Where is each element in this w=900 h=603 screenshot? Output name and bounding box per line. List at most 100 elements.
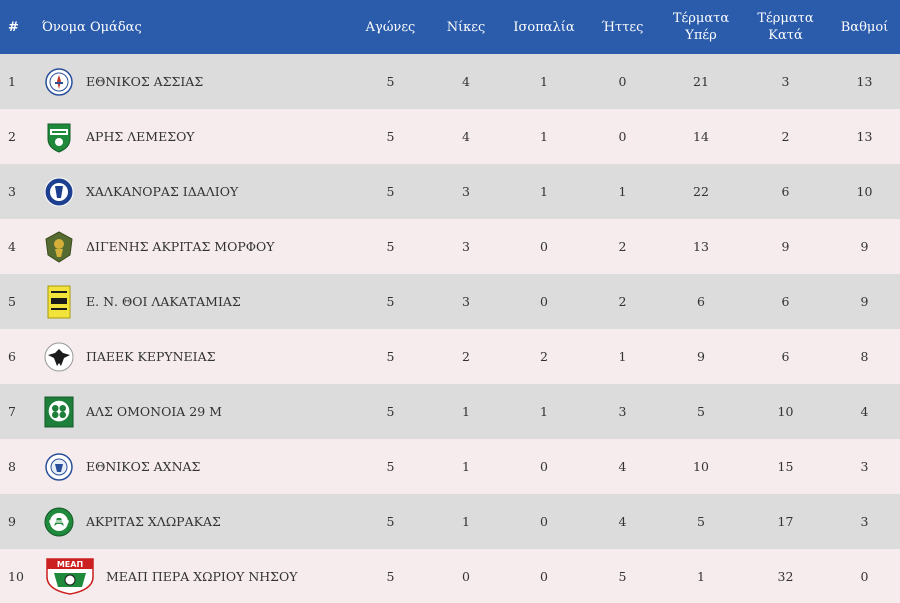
team-name: ΠΑΕΕΚ ΚΕΡΥΝΕΙΑΣ	[86, 349, 216, 364]
table-row: 2 ΑΡΗΣ ΛΕΜΕΣΟΥ 5 4 1 0 14 2 13	[0, 109, 900, 164]
row-goals-for: 13	[693, 239, 709, 254]
row-goals-for: 6	[697, 294, 705, 309]
row-team[interactable]: ΔΙΓΕΝΗΣ ΑΚΡΙΤΑΣ ΜΟΡΦΟΥ	[38, 219, 352, 274]
header-goals-for: Τέρματα Υπέρ	[660, 0, 742, 54]
team-name: ΑΚΡΙΤΑΣ ΧΛΩΡΑΚΑΣ	[86, 514, 221, 529]
row-draws: 1	[540, 184, 548, 199]
row-wins: 3	[462, 239, 470, 254]
row-played: 5	[386, 514, 395, 529]
row-rank: 4	[8, 239, 16, 254]
row-team[interactable]: ΧΑΛΚΑΝΟΡΑΣ ΙΔΑΛΙΟΥ	[38, 164, 352, 219]
row-draws: 0	[540, 568, 548, 584]
row-team[interactable]: ΜΕΑΠ ΜΕΑΠ ΠΕΡΑ ΧΩΡΙΟΥ ΝΗΣΟΥ	[38, 549, 352, 603]
row-draws: 1	[540, 404, 548, 419]
header-points: Βαθμοί	[840, 19, 889, 35]
row-points: 13	[856, 129, 873, 144]
row-goals-for: 21	[693, 74, 709, 89]
row-losses: 0	[618, 129, 627, 144]
row-played: 5	[386, 129, 395, 144]
row-played: 5	[386, 404, 395, 419]
akritas-chlorakas-crest-icon	[44, 505, 74, 539]
row-goals-against: 17	[777, 514, 794, 529]
team-name: ΑΡΗΣ ΛΕΜΕΣΟΥ	[86, 129, 195, 144]
team-name: ΜΕΑΠ ΠΕΡΑ ΧΩΡΙΟΥ ΝΗΣΟΥ	[106, 568, 298, 584]
row-losses: 1	[618, 184, 627, 199]
row-draws: 0	[540, 514, 548, 529]
table-header-row: # Όνομα Ομάδας Αγώνες Νίκες Ισοπαλία Ήττ…	[0, 0, 900, 54]
row-goals-against: 32	[777, 568, 794, 584]
row-points: 8	[860, 349, 869, 364]
row-goals-for: 5	[697, 514, 705, 529]
row-goals-for: 9	[697, 349, 705, 364]
row-rank: 7	[8, 404, 16, 419]
meap-logo-text: ΜΕΑΠ	[57, 560, 83, 569]
row-draws: 0	[540, 239, 548, 254]
row-points: 4	[860, 404, 869, 419]
row-wins: 4	[462, 74, 470, 89]
row-team[interactable]: ΑΚΡΙΤΑΣ ΧΛΩΡΑΚΑΣ	[38, 494, 352, 549]
digenis-morfou-crest-icon	[44, 230, 74, 264]
row-losses: 4	[618, 514, 627, 529]
header-rank: #	[8, 19, 19, 35]
header-losses: Ήττες	[601, 19, 644, 35]
row-team[interactable]: ΕΘΝΙΚΟΣ ΑΣΣΙΑΣ	[38, 54, 352, 109]
row-points: 13	[856, 74, 873, 89]
row-draws: 0	[540, 294, 548, 309]
table-row: 10 ΜΕΑΠ ΜΕΑΠ ΠΕΡΑ ΧΩΡΙΟΥ ΝΗΣΟΥ 5 0 0 5 1…	[0, 549, 900, 603]
row-points: 9	[860, 294, 869, 309]
row-played: 5	[386, 459, 395, 474]
header-goals-against: Τέρματα Κατά	[742, 0, 829, 54]
row-rank: 1	[8, 74, 16, 89]
row-losses: 0	[618, 74, 627, 89]
row-draws: 1	[540, 129, 548, 144]
ethnikos-achnas-crest-icon	[44, 450, 74, 484]
row-team[interactable]: ΑΡΗΣ ΛΕΜΕΣΟΥ	[38, 109, 352, 164]
header-goals-for-line2: Υπέρ	[685, 28, 717, 43]
table-row: 4 ΔΙΓΕΝΗΣ ΑΚΡΙΤΑΣ ΜΟΡΦΟΥ 5 3 0 2 13 9 9	[0, 219, 900, 274]
thoi-lakatamias-crest-icon	[44, 285, 74, 319]
paeek-eagle-crest-icon	[44, 340, 74, 374]
header-wins: Νίκες	[446, 19, 486, 35]
row-team[interactable]: Ε. Ν. ΘΟΙ ΛΑΚΑΤΑΜΙΑΣ	[38, 274, 352, 329]
meap-crest-icon: ΜΕΑΠ	[44, 558, 96, 595]
row-goals-against: 6	[781, 349, 790, 364]
row-wins: 3	[462, 294, 470, 309]
row-rank: 9	[8, 514, 16, 529]
row-goals-for: 14	[693, 129, 709, 144]
header-played: Αγώνες	[365, 19, 416, 35]
row-goals-against: 2	[781, 129, 790, 144]
table-row: 5 Ε. Ν. ΘΟΙ ΛΑΚΑΤΑΜΙΑΣ 5 3 0 2 6 6 9	[0, 274, 900, 329]
table-row: 8 ΕΘΝΙΚΟΣ ΑΧΝΑΣ 5 1 0 4 10 15 3	[0, 439, 900, 494]
table-row: 3 ΧΑΛΚΑΝΟΡΑΣ ΙΔΑΛΙΟΥ 5 3 1 1 22 6 10	[0, 164, 900, 219]
row-rank: 6	[8, 349, 16, 364]
team-name: ΧΑΛΚΑΝΟΡΑΣ ΙΔΑΛΙΟΥ	[86, 184, 239, 199]
row-goals-against: 10	[777, 404, 794, 419]
header-team: Όνομα Ομάδας	[42, 19, 142, 35]
row-rank: 8	[8, 459, 16, 474]
row-team[interactable]: ΠΑΕΕΚ ΚΕΡΥΝΕΙΑΣ	[38, 329, 352, 384]
table-row: 7 ΑΛΣ ΟΜΟΝΟΙΑ 29 Μ 5 1 1 3 5 10 4	[0, 384, 900, 439]
row-team[interactable]: ΑΛΣ ΟΜΟΝΟΙΑ 29 Μ	[38, 384, 352, 439]
row-losses: 2	[618, 294, 627, 309]
team-name: Ε. Ν. ΘΟΙ ΛΑΚΑΤΑΜΙΑΣ	[86, 294, 241, 309]
row-goals-for: 22	[693, 184, 709, 199]
row-draws: 2	[540, 349, 548, 364]
header-goals-against-line2: Κατά	[768, 28, 803, 43]
team-name: ΑΛΣ ΟΜΟΝΟΙΑ 29 Μ	[86, 404, 222, 419]
row-wins: 4	[462, 129, 470, 144]
row-goals-for: 1	[697, 568, 705, 584]
header-goals-for-line1: Τέρματα	[672, 11, 730, 26]
row-losses: 1	[618, 349, 627, 364]
row-rank: 5	[8, 294, 16, 309]
row-losses: 4	[618, 459, 627, 474]
omonoia-clover-crest-icon	[44, 395, 74, 429]
row-losses: 3	[618, 404, 627, 419]
row-goals-against: 6	[781, 184, 790, 199]
table-row: 9 ΑΚΡΙΤΑΣ ΧΛΩΡΑΚΑΣ 5 1 0 4 5 17 3	[0, 494, 900, 549]
row-losses: 2	[618, 239, 627, 254]
row-rank: 10	[8, 568, 24, 584]
row-wins: 3	[462, 184, 470, 199]
row-team[interactable]: ΕΘΝΙΚΟΣ ΑΧΝΑΣ	[38, 439, 352, 494]
row-draws: 1	[540, 74, 548, 89]
row-played: 5	[386, 184, 395, 199]
